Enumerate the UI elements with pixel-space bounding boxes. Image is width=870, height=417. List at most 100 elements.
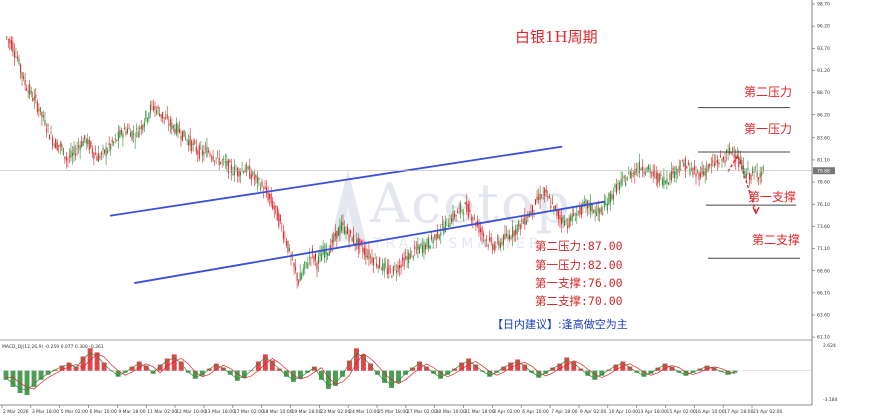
candle-body (609, 192, 611, 203)
candle-body (547, 196, 549, 197)
candle-body (61, 143, 63, 149)
candle-body (259, 187, 261, 190)
candle-body (522, 221, 524, 224)
candle-body (295, 267, 297, 271)
candle-body (499, 243, 501, 248)
candle-body (90, 141, 92, 148)
candle-body (565, 219, 567, 222)
macd-hist-bar (38, 370, 44, 380)
candle-body (331, 239, 333, 244)
candle-body (606, 203, 608, 211)
candle-body (464, 202, 466, 205)
candle-body (651, 172, 653, 174)
candle-body (660, 174, 662, 177)
candle-body (330, 244, 332, 252)
candle-body (655, 172, 657, 179)
candle-body (56, 142, 58, 150)
candle-body (450, 218, 453, 222)
candle-body (172, 125, 174, 129)
candle-body (408, 252, 410, 263)
candle-body (371, 256, 373, 263)
candle-body (224, 161, 226, 163)
macd-hist-bar (283, 370, 289, 377)
candle-body (716, 159, 718, 164)
candle-body (178, 128, 180, 133)
macd-fast-line (5, 352, 736, 391)
macd-hist-bar (732, 370, 738, 373)
candle-body (71, 152, 74, 157)
macd-hist-bar (585, 370, 591, 376)
candle-body (599, 208, 601, 214)
candle-body (348, 234, 350, 242)
candle-body (534, 199, 537, 205)
price-tick-label: 71.10 (817, 246, 830, 252)
macd-hist-bar (199, 370, 205, 376)
candle-body (478, 221, 480, 233)
candle-body (96, 156, 98, 161)
macd-hist-bar (599, 370, 605, 376)
macd-hist-bar (564, 357, 570, 371)
candle-body (373, 258, 375, 266)
candle-body (272, 200, 274, 209)
candle-body (159, 113, 161, 117)
candle-body (307, 263, 309, 269)
macd-hist-bar (87, 348, 93, 371)
candle-body (704, 168, 706, 176)
candle-body (209, 153, 211, 156)
candle-body (414, 246, 416, 250)
candle-body (513, 231, 515, 237)
macd-hist-bar (711, 367, 717, 371)
candle-body (383, 263, 385, 272)
candle-body (220, 161, 222, 164)
macd-hist-bar (634, 370, 640, 373)
candle-body (359, 238, 361, 247)
macd-hist-bar (396, 370, 401, 383)
macd-hist-bar (276, 368, 282, 371)
candle-body (654, 171, 656, 172)
candle-body (97, 153, 99, 162)
candle-body (266, 187, 268, 194)
candle-body (99, 155, 101, 159)
candle-body (608, 193, 610, 205)
candle-body (663, 176, 665, 186)
candle-body (130, 132, 132, 137)
candle-body (328, 251, 330, 256)
candle-body (313, 256, 315, 262)
candle-body (623, 176, 625, 178)
candle-body (269, 193, 271, 199)
candle-body (409, 253, 411, 260)
candle-body (579, 205, 581, 214)
candle-body (288, 248, 291, 251)
candle-body (742, 165, 744, 174)
candle-body (319, 252, 321, 257)
candle-body (557, 210, 559, 219)
candle-body (360, 240, 362, 245)
candle-body (317, 256, 320, 264)
macd-hist-bar (157, 364, 163, 371)
candle-body (713, 162, 715, 166)
candle-body (62, 148, 64, 155)
candle-body (171, 122, 173, 130)
macd-hist-bar (213, 363, 219, 371)
candle-body (406, 256, 408, 260)
macd-hist-bar (438, 370, 444, 379)
candle-body (412, 255, 414, 259)
macd-hist-bar (445, 370, 451, 375)
candle-body (455, 214, 457, 217)
candle-body (321, 254, 323, 261)
candle-body (593, 210, 595, 213)
candle-body (490, 237, 492, 243)
candle-body (632, 172, 634, 174)
candle-body (347, 226, 349, 234)
candle-body (273, 205, 275, 210)
candle-body (264, 186, 266, 189)
macd-hist-bar (206, 368, 212, 371)
candle-body (299, 272, 301, 282)
candle-body (553, 205, 555, 211)
macd-hist-bar (578, 368, 584, 371)
candle-body (192, 143, 194, 145)
candle-body (426, 238, 428, 248)
time-tick-label: 27 Mar 02:00 (407, 409, 437, 415)
macd-hist-bar (389, 370, 394, 388)
candle-body (195, 146, 197, 153)
